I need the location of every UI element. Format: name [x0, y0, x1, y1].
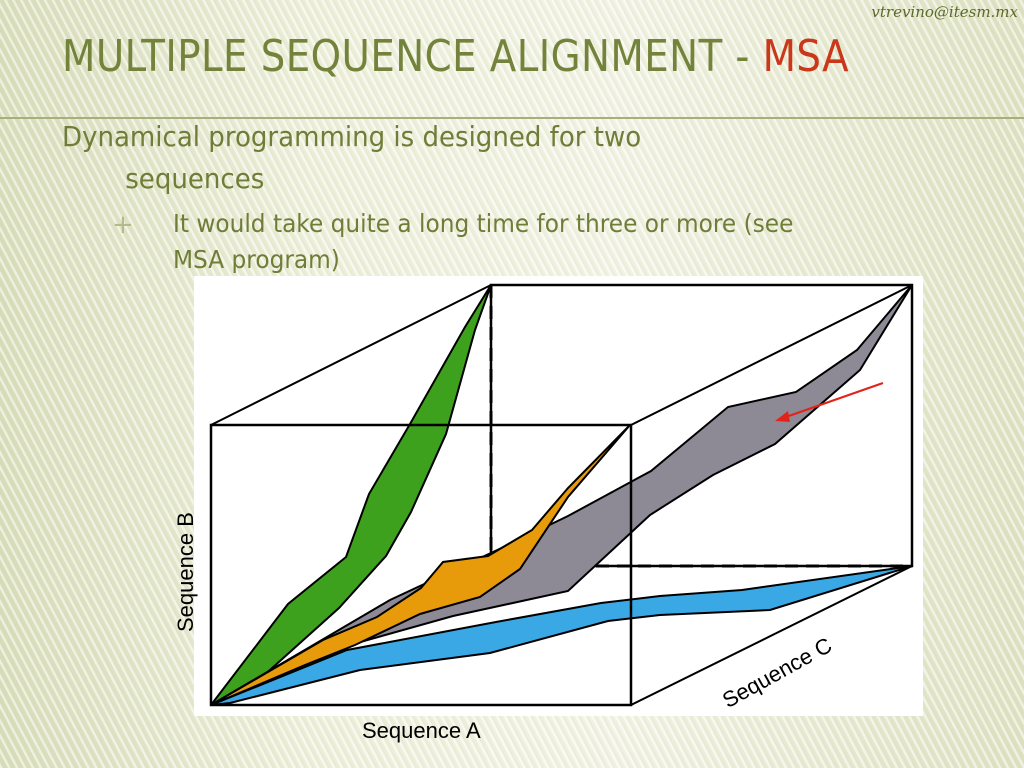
red-arrow-head	[775, 411, 790, 422]
title-main: MULTIPLE SEQUENCE ALIGNMENT -	[62, 31, 763, 82]
blue-alignment-path	[210, 565, 913, 706]
sequence-a-label: Sequence A	[362, 718, 481, 743]
plus-bullet-icon: +	[112, 210, 134, 240]
title-divider	[0, 117, 1024, 119]
cube-edge-top-left	[210, 284, 492, 426]
cube-edge-top-right	[630, 284, 913, 426]
bullet-level-1: Dynamical programming is designed for tw…	[62, 116, 769, 200]
bullet-level-2: It would take quite a long time for thre…	[173, 206, 917, 278]
orange-alignment-path	[210, 424, 631, 706]
title-accent: MSA	[762, 31, 850, 82]
author-email: vtrevino@itesm.mx	[871, 3, 1018, 21]
bullet-2-line-1: It would take quite a long time for thre…	[173, 209, 794, 238]
bullet-2-line-2: MSA program)	[173, 245, 340, 274]
green-alignment-path	[210, 284, 492, 706]
cube-svg	[209, 283, 914, 707]
bullet-1-line-2: sequences	[125, 162, 265, 195]
red-arrow-shaft	[782, 381, 884, 420]
cube-edge-bottom-right	[630, 565, 913, 706]
sequence-b-label: Sequence B	[173, 512, 198, 632]
msa-cube-diagram	[194, 276, 923, 716]
bullet-1-line-1: Dynamical programming is designed for tw…	[62, 120, 642, 153]
slide-title: MULTIPLE SEQUENCE ALIGNMENT - MSA	[62, 32, 849, 82]
cube-front-face	[209, 423, 633, 707]
